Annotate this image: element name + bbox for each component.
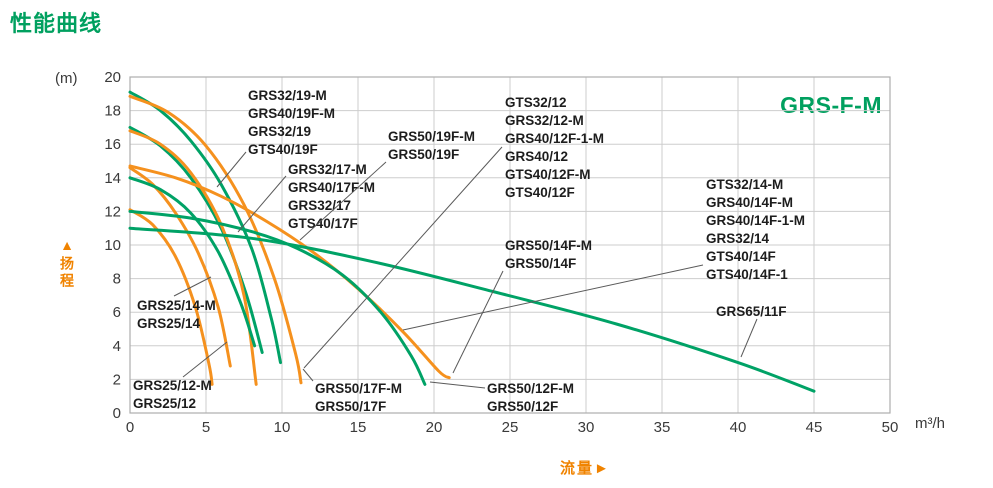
y-tick-label-18: 18 (104, 103, 121, 120)
series-family-label: GRS-F-M (780, 92, 882, 118)
curve-label-line: GRS40/14F-1-M (706, 213, 805, 228)
y-tick-label-4: 4 (113, 338, 121, 355)
leader-line-group-19 (216, 151, 247, 188)
leader-line-group-65-11F (740, 318, 758, 358)
x-tick-label-10: 10 (274, 419, 291, 436)
x-tick-label-40: 40 (730, 419, 747, 436)
curve-label-line: GRS32/19-M (248, 88, 327, 103)
leader-line-group-50-17F (302, 368, 314, 382)
curve-label-group-19: GRS32/19-M GRS40/19F-M GRS32/19 GTS40/19F (248, 88, 335, 157)
curve-label-group-12: GTS32/12 GRS32/12-M GRS40/12F-1-M GRS40/12 G… (505, 95, 604, 200)
curve-label-line: GRS50/14F (505, 256, 576, 271)
curve-label-group-65-11F: GRS65/11F (716, 304, 787, 319)
y-tick-label-16: 16 (104, 136, 121, 153)
curve-label-group-50-17F: GRS50/17F-M GRS50/17F (315, 381, 402, 414)
x-axis-label: 流量► (560, 457, 611, 478)
y-axis-label-text: 扬程 (59, 256, 75, 290)
y-tick-label-20: 20 (104, 69, 121, 86)
curve-label-line: GRS50/14F-M (505, 238, 592, 253)
curve-label-line: GRS32/14 (706, 231, 770, 246)
y-tick-label-12: 12 (104, 203, 121, 220)
curve-label-line: GTS40/12F-M (505, 167, 591, 182)
curve-label-group-14: GTS32/14-M GRS40/14F-M GRS40/14F-1-M GRS32/… (706, 177, 805, 282)
curve-green-14 (128, 176, 257, 348)
plot-border (129, 76, 891, 414)
curve-orange-19 (128, 94, 303, 385)
leader-line-group-25-12 (182, 341, 228, 378)
curve-label-line: GRS40/12F-1-M (505, 131, 604, 146)
curve-label-line: GTS32/12 (505, 95, 567, 110)
x-axis-arrow-icon: ► (594, 460, 611, 477)
curve-label-line: GRS50/17F (315, 399, 386, 414)
leader-line-group-50-19F (299, 161, 387, 241)
y-tick-label-6: 6 (113, 304, 121, 321)
curve-label-line: GTS40/17F (288, 216, 358, 231)
curve-label-line: GRS32/17 (288, 198, 351, 213)
curve-label-line: GRS32/19 (248, 124, 311, 139)
curve-label-line: GTS40/14F-1 (706, 267, 788, 282)
curve-label-line: GRS50/19F-M (388, 129, 475, 144)
curve-label-line: GRS50/12F (487, 399, 558, 414)
curve-label-line: GTS40/14F (706, 249, 776, 264)
y-axis-unit: (m) (55, 70, 78, 87)
curve-label-line: GRS25/14 (137, 316, 201, 331)
x-tick-label-50: 50 (882, 419, 899, 436)
x-tick-label-0: 0 (126, 419, 134, 436)
y-tick-label-2: 2 (113, 371, 121, 388)
curve-green-19 (128, 90, 282, 365)
curve-label-line: GRS50/19F (388, 147, 459, 162)
y-tick-label-10: 10 (104, 237, 121, 254)
x-tick-label-20: 20 (426, 419, 443, 436)
curve-label-line: GRS40/12 (505, 149, 568, 164)
curve-label-line: GRS65/11F (716, 304, 787, 319)
curve-orange-25-12 (128, 208, 214, 386)
x-tick-label-25: 25 (502, 419, 519, 436)
curve-green-65-11F (128, 226, 816, 393)
curve-label-line: GTS40/19F (248, 142, 318, 157)
curve-label-line: GRS50/17F-M (315, 381, 402, 396)
y-axis-arrow-icon: ▲ (60, 237, 74, 253)
y-axis-label: ▲ 扬程 (56, 236, 78, 290)
curve-label-line: GRS32/17-M (288, 162, 367, 177)
y-tick-label-14: 14 (104, 170, 121, 187)
curve-label-group-25-12: GRS25/12-M GRS25/12 (133, 378, 212, 411)
y-tick-label-0: 0 (113, 405, 121, 422)
leader-line-group-50-12F (429, 381, 486, 389)
x-tick-label-15: 15 (350, 419, 367, 436)
y-tick-label-8: 8 (113, 271, 121, 288)
curve-label-group-25-14: GRS25/14-M GRS25/14 (137, 298, 216, 331)
curve-orange-17 (128, 129, 258, 386)
leader-line-group-50-14F (452, 270, 504, 374)
curve-label-group-50-12F: GRS50/12F-M GRS50/12F (487, 381, 574, 414)
curve-label-line: GRS40/14F-M (706, 195, 793, 210)
curve-label-line: GRS25/12 (133, 396, 196, 411)
curve-label-line: GTS32/14-M (706, 177, 783, 192)
leader-line-group-17 (237, 175, 287, 233)
leader-line-group-12 (303, 146, 503, 369)
curve-label-group-50-14F: GRS50/14F-M GRS50/14F (505, 238, 592, 271)
curve-label-group-50-19F: GRS50/19F-M GRS50/19F (388, 129, 475, 162)
x-axis-unit: m³/h (915, 415, 945, 432)
curve-label-line: GRS32/12-M (505, 113, 584, 128)
x-tick-label-30: 30 (578, 419, 595, 436)
x-tick-label-35: 35 (654, 419, 671, 436)
curve-orange-50-14F (128, 164, 451, 380)
curve-label-line: GRS25/12-M (133, 378, 212, 393)
curve-label-group-17: GRS32/17-M GRS40/17F-M GRS32/17 GTS40/17F (288, 162, 375, 231)
curve-label-line: GRS50/12F-M (487, 381, 574, 396)
curve-label-line: GTS40/12F (505, 185, 575, 200)
curve-green-50-12F (128, 209, 427, 386)
x-tick-label-5: 5 (202, 419, 210, 436)
curve-label-line: GRS25/14-M (137, 298, 216, 313)
leader-line-group-25-14 (173, 276, 212, 297)
leader-line-group-14 (402, 264, 704, 331)
page-title: 性能曲线 (10, 11, 103, 36)
curve-label-line: GRS40/17F-M (288, 180, 375, 195)
x-axis-label-text: 流量 (560, 460, 595, 477)
curve-label-line: GRS40/19F-M (248, 106, 335, 121)
x-tick-label-45: 45 (806, 419, 823, 436)
